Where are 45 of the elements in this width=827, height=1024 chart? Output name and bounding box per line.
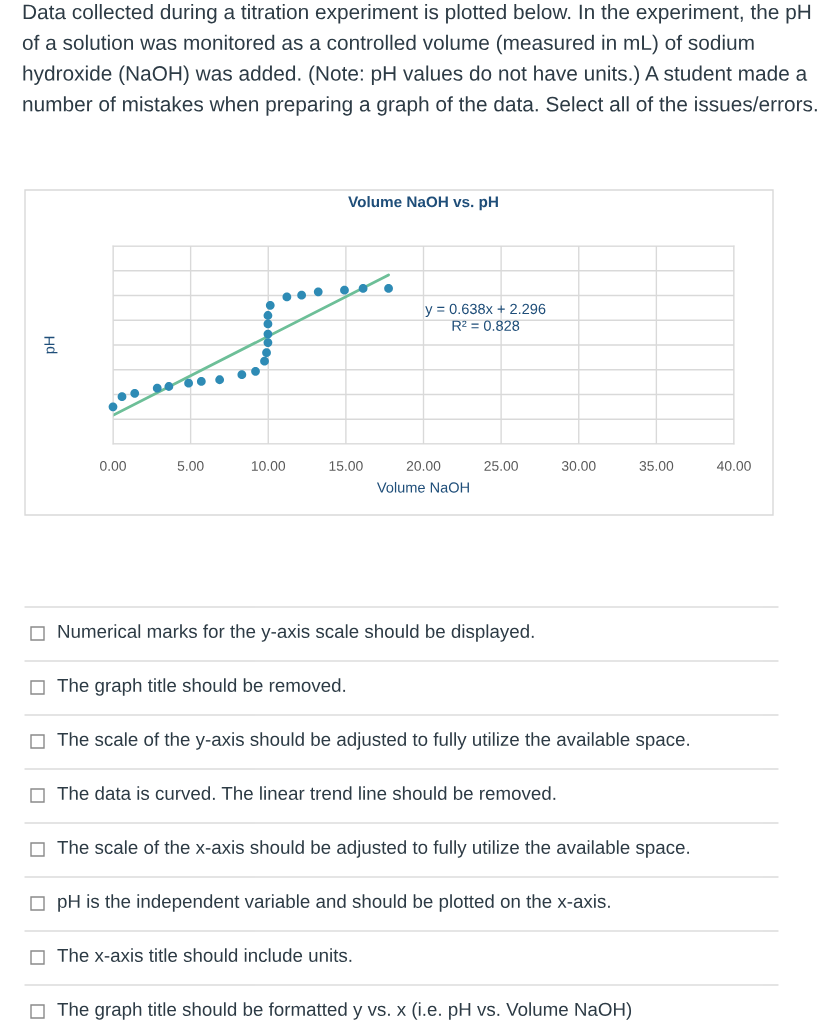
point: [196, 377, 206, 386]
text: The x-axis title should include units.: [57, 948, 352, 963]
point: [152, 383, 162, 393]
text: The graph title should be removed.: [57, 678, 346, 696]
x-tick-label: 10.00: [251, 461, 286, 471]
x-tick-label: 0.00: [100, 461, 126, 471]
text: The scale of the x-axis should be adjusted to fully utilize the available space.: [57, 840, 689, 858]
x-tick-label: 5.00: [177, 461, 204, 471]
y-axis-title: pH: [44, 336, 58, 354]
point: [263, 311, 273, 320]
x-tick-label: 25.00: [484, 461, 518, 471]
text: The graph title should be formatted y vs. x (i.e. pH vs. Volume NaOH): [57, 1002, 632, 1020]
point: [263, 329, 273, 339]
x-tick-label: 30.00: [561, 461, 596, 471]
point: [313, 287, 323, 297]
point: [262, 348, 271, 358]
text: The scale of the y-axis should be adjusted to fully utilize the available space.: [57, 732, 689, 750]
text: Numerical marks for the y-axis scale should be displayed.: [58, 624, 534, 642]
point: [263, 338, 273, 347]
point: [215, 375, 225, 385]
x-tick-label: 35.00: [639, 461, 674, 471]
point: [164, 382, 174, 391]
point: [260, 356, 269, 366]
text: Data collected during a titration experiment is plotted below. In the experiment, the pH of a solution was monitored as a controlled volume (measured in mL) of sodium hydroxide (NaOH) was added. (Note: pH values do not have units.) A student made a number of mistakes when preparing a graph of the data. Select all of the issues/errors.: [22, 4, 817, 116]
point: [282, 292, 292, 302]
x-tick-label: 40.00: [716, 461, 751, 471]
text: The data is curved. The linear trend line should be removed.: [57, 786, 556, 801]
point: [340, 285, 349, 295]
point: [251, 366, 260, 376]
point: [130, 388, 140, 398]
point: [263, 319, 273, 329]
x-tick-label: 20.00: [406, 461, 441, 471]
chart-title: Volume NaOH vs. pH: [348, 196, 498, 211]
point: [297, 290, 307, 300]
text: pH is the independent variable and should be plotted on the x-axis.: [58, 894, 610, 912]
x-tick-label: 15.00: [329, 461, 363, 471]
point: [384, 284, 393, 293]
x-axis-title: Volume NaOH: [376, 481, 469, 493]
point: [117, 392, 127, 402]
point: [108, 402, 118, 412]
point: [237, 370, 247, 380]
point: [184, 378, 193, 388]
point: [358, 284, 368, 293]
point: [265, 300, 275, 310]
annotation: y = 0.638x + 2.296 R² = 0.828: [425, 303, 546, 331]
